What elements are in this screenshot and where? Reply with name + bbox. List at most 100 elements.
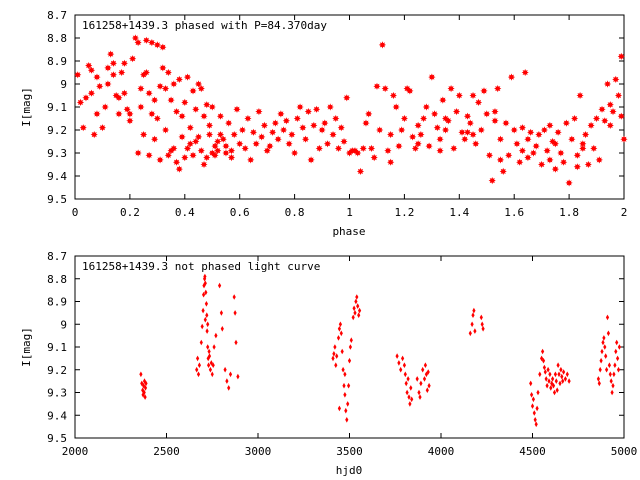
data-point bbox=[142, 389, 146, 396]
data-point bbox=[436, 147, 444, 155]
data-point bbox=[603, 80, 612, 88]
data-point bbox=[542, 364, 546, 371]
data-point bbox=[332, 351, 336, 357]
data-point bbox=[90, 131, 98, 139]
data-point bbox=[203, 154, 211, 162]
phased-light-curve-panel: 0 0.2 0.4 0.6 0.8 1 1.2 1.4 1.6 1.8 2 8.7 8.8 8.9 9 9.1… bbox=[20, 9, 628, 238]
data-point bbox=[352, 305, 356, 312]
data-point bbox=[203, 273, 207, 280]
data-point bbox=[313, 105, 321, 113]
data-point bbox=[219, 135, 227, 143]
data-point bbox=[186, 140, 194, 148]
data-point bbox=[181, 154, 189, 162]
data-point bbox=[200, 160, 208, 169]
data-point bbox=[260, 121, 268, 129]
data-point bbox=[431, 110, 439, 118]
data-point bbox=[447, 85, 455, 93]
data-point bbox=[211, 362, 215, 368]
y-axis-title: I[mag] bbox=[20, 327, 33, 367]
data-point bbox=[342, 382, 346, 389]
data-point bbox=[421, 366, 425, 373]
data-point bbox=[403, 371, 407, 378]
data-point bbox=[582, 131, 590, 139]
data-point bbox=[480, 87, 488, 95]
data-point bbox=[225, 119, 233, 127]
data-point bbox=[549, 385, 553, 391]
data-point bbox=[156, 82, 164, 90]
data-point bbox=[409, 385, 413, 391]
data-point bbox=[483, 110, 491, 118]
data-point bbox=[612, 75, 620, 83]
data-point bbox=[404, 380, 408, 387]
data-point bbox=[518, 124, 526, 132]
data-point bbox=[233, 310, 237, 316]
data-point bbox=[399, 366, 403, 373]
data-point bbox=[164, 151, 172, 159]
data-point bbox=[538, 371, 542, 378]
data-point bbox=[545, 382, 549, 389]
data-point bbox=[461, 135, 469, 143]
data-point bbox=[79, 124, 87, 132]
data-point bbox=[562, 119, 570, 127]
data-point bbox=[420, 114, 428, 123]
data-point bbox=[455, 91, 463, 100]
x-tick-label: 1.8 bbox=[559, 206, 579, 219]
data-point bbox=[302, 135, 310, 143]
data-point bbox=[337, 124, 345, 132]
data-point bbox=[345, 417, 349, 423]
data-point bbox=[384, 147, 392, 155]
data-point bbox=[214, 137, 222, 146]
data-point bbox=[104, 64, 112, 72]
data-point bbox=[555, 387, 559, 393]
data-point bbox=[126, 110, 134, 118]
data-point bbox=[140, 131, 148, 139]
data-point bbox=[533, 417, 537, 423]
data-point bbox=[425, 387, 429, 393]
data-point bbox=[557, 149, 565, 157]
data-point bbox=[499, 167, 507, 175]
data-point bbox=[546, 366, 550, 373]
data-points bbox=[74, 34, 628, 187]
data-point bbox=[340, 348, 344, 355]
data-point bbox=[567, 378, 571, 384]
data-point bbox=[362, 119, 370, 127]
data-point bbox=[513, 140, 521, 148]
data-point bbox=[175, 165, 183, 173]
data-point bbox=[355, 294, 359, 300]
data-point bbox=[196, 355, 200, 362]
data-point bbox=[601, 117, 609, 125]
data-point bbox=[439, 96, 447, 104]
data-point bbox=[241, 144, 249, 152]
data-point bbox=[609, 108, 617, 116]
data-point bbox=[559, 366, 563, 373]
data-point bbox=[356, 167, 365, 175]
data-point bbox=[411, 144, 419, 152]
data-point bbox=[337, 405, 341, 412]
data-point bbox=[211, 142, 219, 150]
data-point bbox=[343, 94, 351, 102]
data-point bbox=[453, 108, 461, 116]
data-point bbox=[398, 126, 406, 134]
data-point bbox=[153, 41, 161, 49]
data-point bbox=[387, 131, 395, 139]
data-point bbox=[236, 140, 244, 148]
data-point bbox=[426, 369, 430, 375]
data-point bbox=[373, 82, 381, 90]
data-point bbox=[323, 140, 332, 148]
data-point bbox=[534, 421, 538, 428]
data-point bbox=[543, 147, 551, 155]
data-point bbox=[341, 366, 345, 373]
data-point bbox=[406, 376, 410, 382]
data-point bbox=[516, 158, 524, 166]
data-point bbox=[491, 117, 499, 125]
data-point bbox=[234, 339, 238, 346]
data-point bbox=[351, 314, 355, 321]
data-point bbox=[167, 96, 175, 104]
data-point bbox=[145, 89, 153, 97]
data-point bbox=[142, 68, 150, 77]
data-point bbox=[552, 389, 557, 396]
data-point bbox=[541, 357, 546, 364]
data-point bbox=[207, 348, 211, 355]
